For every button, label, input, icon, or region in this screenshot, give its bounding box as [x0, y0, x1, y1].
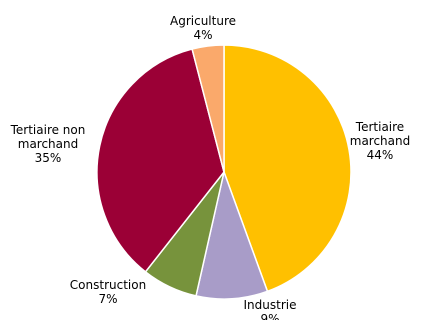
label-tertiaire-non-marchand: Tertiaire non marchand 35%: [0, 123, 98, 165]
pie-slice-tertiaire-non-marchand: [96, 48, 225, 273]
label-tertiaire-non-marchand-line-1: Tertiaire non: [10, 123, 86, 137]
label-industrie-line-1: Industrie: [243, 298, 297, 312]
label-tertiaire-non-marchand-line-2: marchand: [17, 137, 79, 151]
label-tertiaire-marchand: Tertiaire marchand 44%: [330, 120, 423, 162]
label-tertiaire-non-marchand-value: 35%: [34, 151, 62, 165]
label-construction-line-1: Construction: [69, 278, 147, 292]
pie-slice-agriculture: [191, 44, 225, 173]
label-tertiaire-marchand-line-1: Tertiaire: [355, 120, 405, 134]
label-agriculture-value: 4%: [193, 28, 213, 42]
label-agriculture-line-1: Agriculture: [170, 14, 236, 28]
pie-slice-tertiaire-marchand: [223, 44, 352, 293]
label-construction: Construction 7%: [58, 278, 158, 306]
label-industrie-value: 9%: [260, 312, 280, 320]
label-industrie: Industrie 9%: [220, 298, 320, 320]
label-tertiaire-marchand-value: 44%: [366, 148, 394, 162]
label-construction-value: 7%: [98, 292, 118, 306]
label-tertiaire-marchand-line-2: marchand: [349, 134, 411, 148]
label-agriculture: Agriculture 4%: [153, 14, 253, 42]
